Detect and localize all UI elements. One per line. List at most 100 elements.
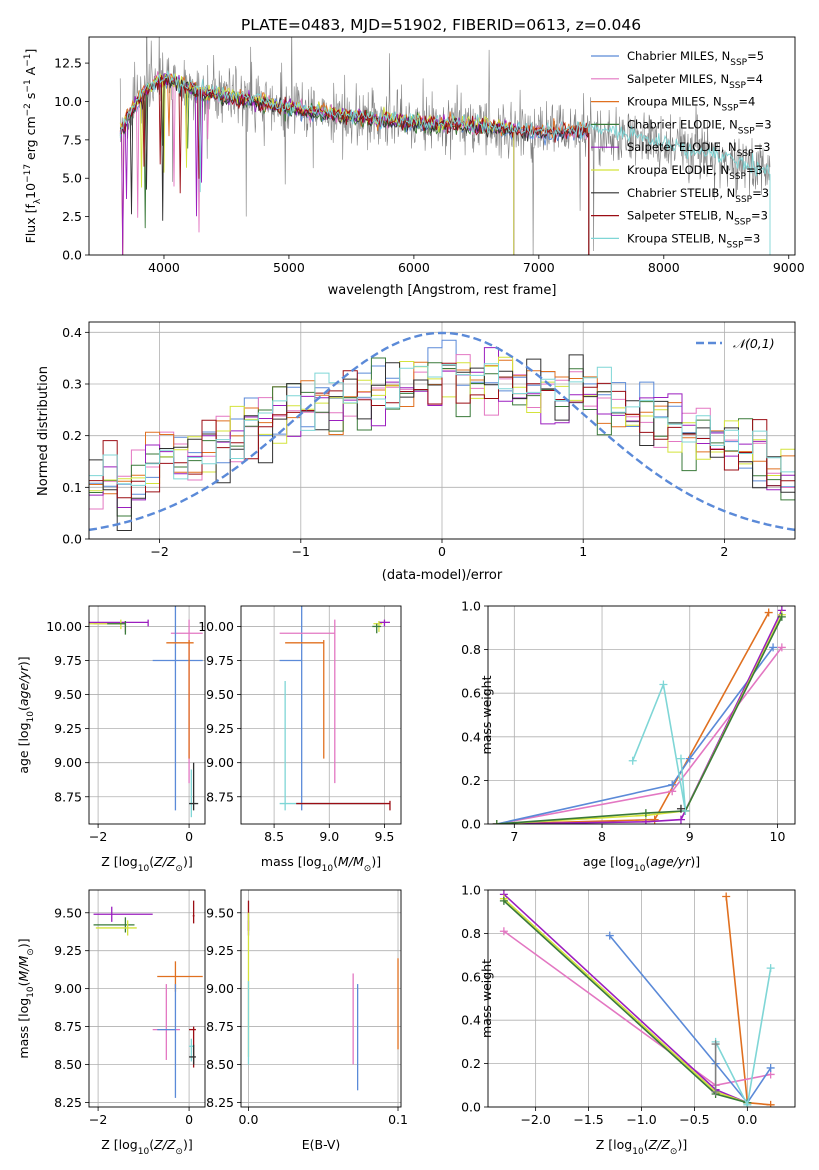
x-tick-label: 2 xyxy=(720,544,728,559)
label-part: Z/Z xyxy=(648,1137,671,1152)
label-part: ( xyxy=(645,854,650,869)
label-part: −17 xyxy=(23,164,33,183)
y-tick-label: 8.25 xyxy=(206,1095,234,1110)
y-tick-label: 8.75 xyxy=(54,789,82,804)
x-tick-label: −1.0 xyxy=(626,1112,656,1127)
label-part: Z [log xyxy=(101,1137,137,1152)
y-tick-label: 9.00 xyxy=(54,755,82,770)
y-tick-label: 0.6 xyxy=(461,969,481,984)
label-part: Z/Z xyxy=(153,1137,176,1152)
y-tick-label: 0.4 xyxy=(461,1013,481,1028)
x-tick-label: 8000 xyxy=(648,260,680,275)
label-part: ( xyxy=(333,854,338,869)
label-part: mass [log xyxy=(261,854,322,869)
label-part: age [log xyxy=(583,854,634,869)
weight-marker xyxy=(777,643,786,652)
y-tick-label: 12.5 xyxy=(54,56,82,71)
x-tick-label: 0 xyxy=(438,544,446,559)
panel-mass-vs-Z: −2 08.258.508.759.009.259.50Z [log10(Z/Z⊙… xyxy=(16,889,206,1157)
legend-label: Chabrier ELODIE, NSSP=3 xyxy=(627,117,772,136)
model-line xyxy=(120,75,590,255)
axes-frame xyxy=(88,321,796,540)
axes-frame xyxy=(487,605,796,825)
plot-area xyxy=(89,331,795,532)
label-part: Z/Z xyxy=(153,854,176,869)
label-part: ⊙ xyxy=(364,864,372,874)
x-tick-label: 6000 xyxy=(398,260,430,275)
weight-marker xyxy=(676,804,685,813)
model-line xyxy=(119,69,771,255)
y-tick-label: 0.1 xyxy=(62,480,82,495)
weight-marker xyxy=(676,754,685,763)
x-axis-label: (data-model)/error xyxy=(382,568,503,583)
weight-line xyxy=(503,898,748,1104)
x-tick-label: −2 xyxy=(150,544,168,559)
weight-marker xyxy=(676,815,685,824)
label-part: =3 xyxy=(752,186,769,200)
weight-marker xyxy=(722,892,731,901)
label-part: SSP xyxy=(729,172,746,182)
x-tick-label: 7000 xyxy=(523,260,555,275)
label-part: SSP xyxy=(722,104,739,114)
label-part: mass [log xyxy=(16,998,31,1059)
axes-frame xyxy=(240,889,402,1108)
x-tick-label: −1 xyxy=(292,544,310,559)
weight-marker xyxy=(650,815,659,824)
y-tick-label: 9.00 xyxy=(54,981,82,996)
label-part: age/yr xyxy=(650,854,691,869)
y-tick-label: 9.75 xyxy=(206,653,234,668)
x-tick-label: 0 xyxy=(185,1112,193,1127)
figure-title: PLATE=0483, MJD=51902, FIBERID=0613, z=0… xyxy=(241,16,641,34)
label-part: ( xyxy=(16,706,31,711)
y-tick-label: 9.00 xyxy=(206,981,234,996)
label-part: =4 xyxy=(746,72,763,86)
x-tick-label: −1.5 xyxy=(573,1112,603,1127)
plot-area xyxy=(119,37,771,255)
axes-frame xyxy=(240,605,402,825)
label-part: =3 xyxy=(746,163,763,177)
label-part: )] xyxy=(677,1137,687,1152)
y-tick-label: 9.50 xyxy=(54,687,82,702)
axes-frame xyxy=(487,889,796,1108)
legend-label: Salpeter MILES, NSSP=4 xyxy=(627,72,763,91)
y-axis-label: mass weight xyxy=(479,959,494,1038)
label-part: ( xyxy=(149,1137,154,1152)
x-tick-label: 0 xyxy=(185,829,193,844)
label-part: SSP xyxy=(738,126,755,136)
label-part: ] xyxy=(23,49,38,54)
label-part: erg cm xyxy=(23,116,38,164)
weight-line xyxy=(631,681,687,812)
label-part: SSP xyxy=(729,81,746,91)
label-part: Flux [f xyxy=(23,204,38,244)
label-part: Kroupa STELIB, N xyxy=(627,231,727,245)
weight-marker xyxy=(743,1100,752,1107)
x-tick-label: 8.5 xyxy=(264,829,284,844)
y-tick-label: 0.0 xyxy=(62,532,82,547)
y-tick-label: 1.0 xyxy=(461,599,481,614)
legend-label: Chabrier MILES, NSSP=5 xyxy=(627,49,764,68)
weight-marker xyxy=(685,754,694,763)
weight-line xyxy=(496,646,774,824)
y-tick-label: 9.25 xyxy=(206,721,234,736)
plot-area xyxy=(499,890,775,1107)
y-tick-label: 0.8 xyxy=(461,926,481,941)
label-part: Kroupa MILES, N xyxy=(627,95,722,109)
weight-line xyxy=(496,646,783,824)
legend-label: Kroupa STELIB, NSSP=3 xyxy=(627,231,760,250)
normal-curve xyxy=(89,331,795,532)
plot-area xyxy=(279,606,391,811)
y-tick-label: 9.50 xyxy=(206,687,234,702)
label-part: )] xyxy=(16,656,31,666)
label-part: Kroupa ELODIE, N xyxy=(627,163,729,177)
y-axis-label: mass weight xyxy=(479,675,494,754)
label-part: )] xyxy=(371,854,381,869)
label-part: A xyxy=(23,66,38,79)
weight-marker xyxy=(711,1087,720,1096)
label-part: 10 xyxy=(632,1147,644,1157)
model-line xyxy=(119,74,590,255)
label-part: 10 xyxy=(26,711,36,723)
histogram-step xyxy=(89,339,795,495)
y-tick-label: 0.4 xyxy=(62,325,82,340)
label-part: Chabrier STELIB, N xyxy=(627,186,735,200)
